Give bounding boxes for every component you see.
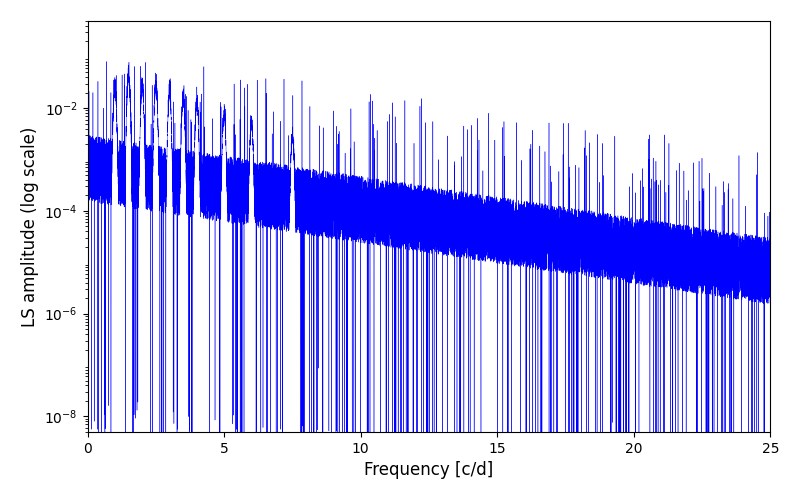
X-axis label: Frequency [c/d]: Frequency [c/d]	[364, 461, 494, 479]
Y-axis label: LS amplitude (log scale): LS amplitude (log scale)	[21, 126, 39, 326]
